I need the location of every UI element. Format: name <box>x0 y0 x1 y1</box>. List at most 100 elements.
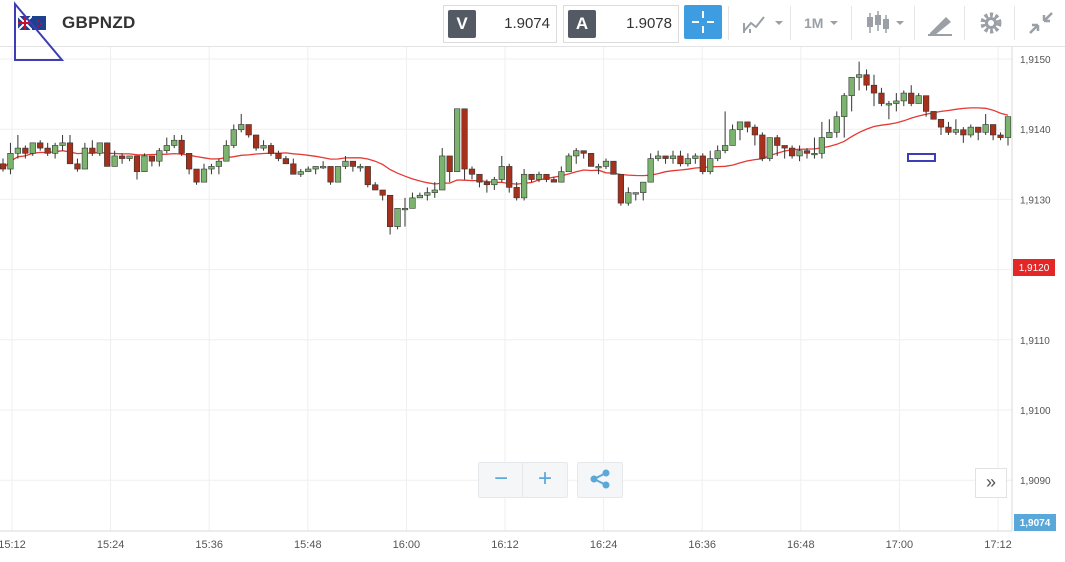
candle <box>7 142 14 175</box>
candle <box>215 158 222 175</box>
candle <box>186 153 193 175</box>
timeframe-label: 1M <box>804 15 824 31</box>
candle <box>863 69 870 91</box>
candle <box>245 124 252 138</box>
sell-quote-button[interactable]: V 1.9074 <box>443 5 557 43</box>
candle <box>766 137 773 162</box>
candle <box>588 153 595 167</box>
toolbar-divider <box>964 6 965 40</box>
chart-grid <box>0 47 1012 531</box>
x-tick-label: 16:24 <box>590 539 618 551</box>
candle <box>975 126 982 141</box>
candle <box>699 153 706 175</box>
candle <box>253 134 260 151</box>
candle <box>759 132 766 162</box>
candle <box>655 150 662 162</box>
candle <box>148 155 155 167</box>
candle <box>476 173 483 188</box>
crosshair-button[interactable] <box>684 5 722 39</box>
candle <box>111 150 118 167</box>
chart-toolbar: GBPNZD V 1.9074 A 1.9078 1M <box>0 0 1065 47</box>
candle <box>439 148 446 191</box>
x-tick-label: 15:12 <box>0 539 26 551</box>
candle <box>632 192 639 201</box>
candle <box>1004 116 1012 146</box>
candle <box>238 114 245 133</box>
candle <box>156 148 163 167</box>
candle <box>387 194 394 235</box>
candle <box>126 155 133 162</box>
indicators-button[interactable] <box>742 9 786 37</box>
candles <box>0 61 1012 235</box>
candle <box>305 166 312 172</box>
candle <box>401 197 409 227</box>
settings-button[interactable] <box>976 9 1006 37</box>
drawing-triangle-annotation[interactable] <box>14 1 65 61</box>
candle <box>483 179 490 193</box>
candle <box>796 145 803 162</box>
share-icon <box>590 469 610 489</box>
y-tick-label: 1,9110 <box>1020 336 1050 347</box>
candle <box>833 111 840 138</box>
candle <box>550 176 557 183</box>
candle <box>379 189 386 201</box>
gear-icon <box>980 12 1002 34</box>
y-tick-label: 1,9140 <box>1020 125 1051 136</box>
zoom-in-button[interactable]: + <box>522 462 568 498</box>
candle <box>856 61 863 91</box>
candle <box>171 134 178 149</box>
candle <box>573 148 580 164</box>
collapse-button[interactable] <box>1026 9 1056 37</box>
candle <box>945 121 952 135</box>
candle <box>669 150 677 164</box>
timeframe-dropdown[interactable]: 1M <box>804 9 844 37</box>
ma-line <box>2 107 1009 185</box>
candle <box>44 142 51 156</box>
scroll-to-latest-button[interactable]: » <box>975 468 1007 498</box>
candle <box>528 173 535 183</box>
candle <box>617 173 624 206</box>
buy-quote-button[interactable]: A 1.9078 <box>563 5 679 43</box>
candle <box>841 93 848 138</box>
candle <box>37 140 44 151</box>
candle <box>640 181 647 201</box>
candle <box>74 158 81 172</box>
candle <box>952 119 959 135</box>
chevron-down-icon <box>830 21 838 25</box>
candle <box>960 127 967 143</box>
candle <box>789 145 796 159</box>
y-tick-label: 1,9150 <box>1020 55 1051 66</box>
candle <box>81 142 88 170</box>
candle <box>14 134 21 159</box>
moving-average <box>2 107 1009 185</box>
draw-tool-button[interactable] <box>926 9 956 37</box>
candle <box>468 166 476 180</box>
candle <box>290 158 297 175</box>
y-tick-label: 1,9130 <box>1020 195 1051 206</box>
candle <box>937 118 945 135</box>
chart-type-button[interactable] <box>862 9 908 37</box>
candle <box>223 140 230 162</box>
candle <box>498 155 505 183</box>
share-button[interactable] <box>577 462 623 498</box>
candle <box>878 87 885 107</box>
candle <box>66 134 74 165</box>
candle <box>565 153 572 172</box>
candle <box>677 150 684 167</box>
candle <box>491 176 498 190</box>
candle <box>535 171 543 183</box>
candle <box>364 166 371 188</box>
candle <box>141 153 148 172</box>
selected-candle-marker[interactable] <box>907 153 936 162</box>
collapse-icon <box>1029 12 1053 34</box>
zoom-out-button[interactable]: − <box>478 462 524 498</box>
y-tick-label: 1,9090 <box>1020 476 1051 487</box>
candle <box>282 155 289 165</box>
x-tick-label: 15:48 <box>294 539 322 551</box>
candle <box>662 155 669 164</box>
candle <box>0 158 7 172</box>
candle <box>558 166 565 183</box>
candle <box>602 158 610 170</box>
candle <box>29 142 36 156</box>
